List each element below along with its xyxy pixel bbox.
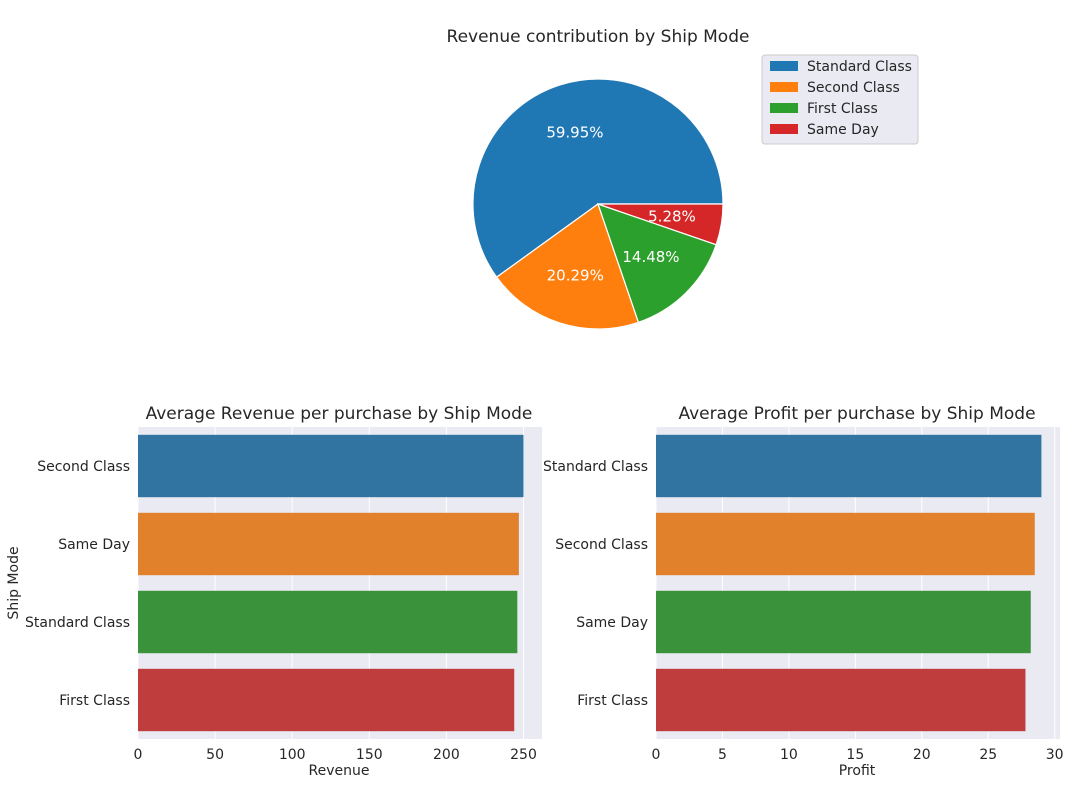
profit-tick-label-25: 25 xyxy=(979,747,997,763)
legend-swatch-first-class xyxy=(770,103,798,113)
revenue-tick-label-150: 150 xyxy=(356,747,383,763)
pie-label-same-day: 5.28% xyxy=(648,207,696,225)
revenue-chart-title: Average Revenue per purchase by Ship Mod… xyxy=(146,404,533,424)
pie-slice-standard-class xyxy=(472,78,724,278)
revenue-category-label-second-class: Second Class xyxy=(37,459,130,475)
profit-category-label-second-class: Second Class xyxy=(555,537,648,553)
revenue-bar-first-class xyxy=(138,668,515,732)
legend-frame xyxy=(761,54,919,145)
pie-label-second-class: 20.29% xyxy=(547,266,604,284)
revenue-tick-label-100: 100 xyxy=(279,747,306,763)
revenue-category-label-first-class: First Class xyxy=(59,693,130,709)
profit-category-label-standard-class: Standard Class xyxy=(543,459,648,475)
revenue-tick-label-250: 250 xyxy=(510,747,537,763)
pie-chart-title: Revenue contribution by Ship Mode xyxy=(447,27,750,47)
profit-bar-chart: Standard Class Second Class Same Day First … xyxy=(543,427,1064,763)
profit-tick-label-5: 5 xyxy=(718,747,727,763)
revenue-tick-label-200: 200 xyxy=(433,747,460,763)
pie-slice-same-day xyxy=(597,203,724,246)
legend-swatch-second-class xyxy=(770,82,798,92)
pie-slices xyxy=(472,78,724,330)
profit-bar-standard-class xyxy=(656,434,1042,498)
legend-label-first-class: First Class xyxy=(807,101,878,117)
legend-label-standard-class: Standard Class xyxy=(807,59,912,75)
revenue-bar-same-day xyxy=(138,512,519,576)
pie-label-standard-class: 59.95% xyxy=(546,124,603,142)
profit-chart-title: Average Profit per purchase by Ship Mode xyxy=(678,404,1035,424)
profit-tick-label-20: 20 xyxy=(913,747,931,763)
revenue-bar-second-class xyxy=(138,434,524,498)
profit-tick-label-0: 0 xyxy=(652,747,661,763)
pie-legend: Standard Class Second Class First Class Sam… xyxy=(761,54,919,145)
profit-bar-second-class xyxy=(656,512,1035,576)
profit-tick-label-30: 30 xyxy=(1046,747,1064,763)
revenue-y-axis-label: Ship Mode xyxy=(6,546,22,619)
revenue-tick-label-50: 50 xyxy=(206,747,224,763)
profit-category-label-first-class: First Class xyxy=(577,693,648,709)
revenue-tick-label-0: 0 xyxy=(134,747,143,763)
revenue-category-label-same-day: Same Day xyxy=(58,537,130,553)
pie-slice-second-class xyxy=(495,203,640,330)
profit-tick-label-15: 15 xyxy=(846,747,864,763)
revenue-category-label-standard-class: Standard Class xyxy=(25,615,130,631)
profit-bar-same-day xyxy=(656,590,1031,654)
profit-x-axis-label: Profit xyxy=(839,763,876,779)
legend-swatch-standard-class xyxy=(770,61,798,71)
profit-category-label-same-day: Same Day xyxy=(576,615,648,631)
profit-tick-label-10: 10 xyxy=(780,747,798,763)
revenue-bar-standard-class xyxy=(138,590,518,654)
pie-label-first-class: 14.48% xyxy=(622,248,679,266)
profit-bar-first-class xyxy=(656,668,1026,732)
legend-label-same-day: Same Day xyxy=(807,122,879,138)
pie-slice-first-class xyxy=(597,203,717,324)
revenue-bar-chart: Second Class Same Day Standard Class First … xyxy=(25,427,542,763)
legend-swatch-same-day xyxy=(770,124,798,134)
legend-label-second-class: Second Class xyxy=(807,80,900,96)
pie-slice-labels: 59.95% 20.29% 14.48% 5.28% xyxy=(546,124,695,285)
revenue-x-axis-label: Revenue xyxy=(309,763,370,779)
